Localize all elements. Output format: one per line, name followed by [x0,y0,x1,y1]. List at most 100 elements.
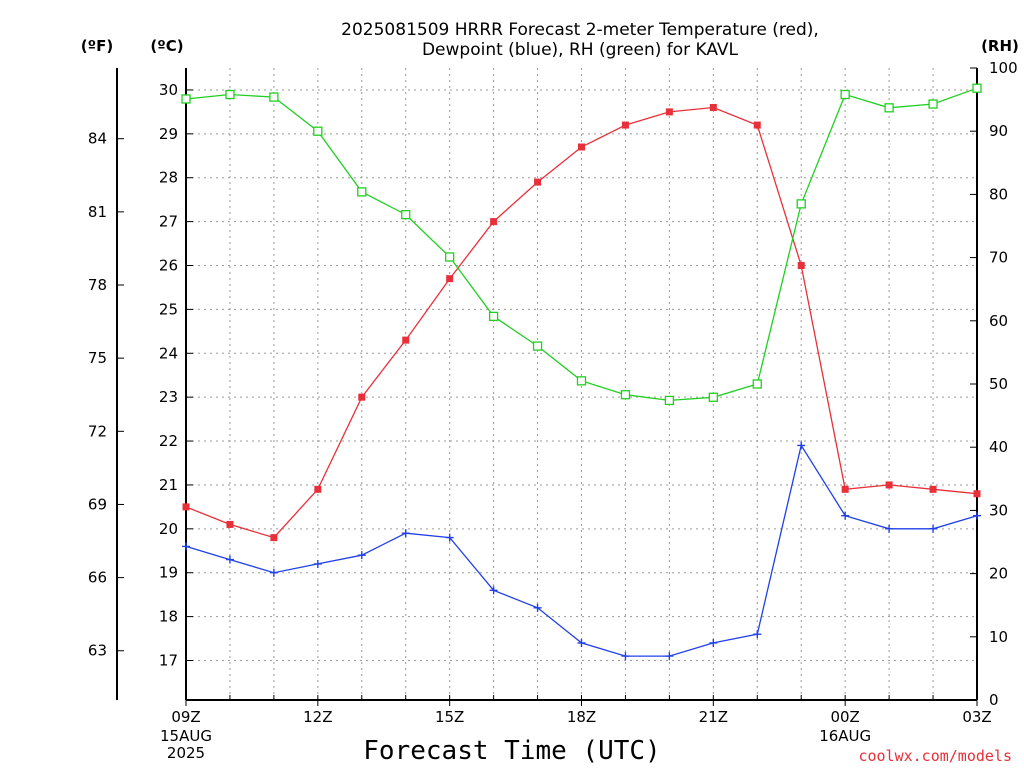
rh-point [181,94,191,104]
rh-tick-label: 100 [989,59,1018,77]
temperature-point [621,121,629,129]
dewpoint-point [753,630,762,639]
celsius-tick-label: 22 [159,432,178,450]
temperature-point [270,534,278,542]
rh-point [620,390,631,400]
rh-point [576,376,587,386]
rh-tick-label: 40 [989,438,1008,456]
celsius-tick-label: 29 [159,125,178,143]
temperature-point [402,336,410,344]
dewpoint-point [445,533,454,542]
rh-point [401,209,411,220]
fahrenheit-tick-label: 81 [88,203,107,221]
temperature-point [841,485,849,493]
rh-point [840,89,850,100]
x-tick-label: 00Z [830,708,859,726]
temperature-point [446,275,454,283]
dewpoint-point [357,551,366,560]
temperature-point [665,108,673,116]
dewpoint-point [709,638,718,647]
fahrenheit-tick-label: 63 [88,642,107,660]
rh-tick-label: 30 [989,501,1008,519]
rh-point [488,311,499,322]
rh-point [269,92,279,102]
rh-point [357,187,367,197]
temperature-point [578,143,585,151]
x-axis-label: Forecast Time (UTC) [363,736,660,766]
dewpoint-point [973,511,981,520]
celsius-tick-label: 28 [159,169,178,187]
temperature-point [797,262,805,269]
temperature-point [490,218,498,226]
rh-tick-label: 20 [989,565,1008,583]
celsius-tick-label: 23 [159,388,178,406]
temperature-point [226,520,234,528]
dewpoint-point [929,524,938,533]
rh-unit-label: (RH) [981,37,1019,55]
rh-tick-label: 10 [989,628,1008,646]
temperature-point [709,104,717,111]
x-tick-label: 09Z [171,708,200,726]
x-tick-label: 03Z [962,708,991,726]
celsius-tick-label: 17 [159,652,178,670]
temperature-point [753,121,761,129]
dewpoint-point [182,542,190,551]
fahrenheit-unit-label: (ºF) [81,37,113,55]
temperature-point [973,490,981,498]
temperature-point [314,485,322,493]
dewpoint-point [489,586,498,595]
dewpoint-point [577,638,586,647]
temperature-series-line [185,106,978,539]
series [181,83,982,661]
temperature-point [929,485,937,493]
dewpoint-point [401,529,410,538]
rh-point [928,99,938,109]
x-tick-label: 21Z [699,708,728,726]
rh-point [313,126,323,136]
rh-point [752,379,762,389]
credit-text: coolwx.com/models [858,747,1012,765]
celsius-tick-label: 27 [159,213,178,231]
chart-title-line-1: 2025081509 HRRR Forecast 2-meter Tempera… [341,20,819,40]
fahrenheit-tick-label: 72 [88,422,107,440]
celsius-tick-label: 20 [159,520,178,538]
x-tick-label: 12Z [303,708,332,726]
fahrenheit-tick-label: 75 [88,349,107,367]
fahrenheit-tick-label: 84 [88,130,107,148]
dewpoint-point [313,559,322,568]
rh-point [225,89,235,100]
rh-tick-label: 0 [989,691,999,709]
dewpoint-point [533,603,542,612]
celsius-tick-label: 30 [159,81,178,99]
temperature-point [885,481,893,489]
celsius-tick-label: 21 [159,476,178,494]
axes: 17 18 19 20 21 22 23 24 25 26 27 28 29 30 63 66 69 72 75 78… [88,59,1018,762]
celsius-tick-label: 26 [159,257,178,275]
rh-point [972,83,982,93]
celsius-unit-label: (ºC) [150,37,183,55]
temperature-point [182,503,190,511]
rh-point [664,395,675,406]
fahrenheit-tick-label: 69 [88,495,107,513]
fahrenheit-tick-label: 78 [88,276,107,294]
dewpoint-point [621,652,630,661]
dewpoint-point [797,441,806,450]
dewpoint-point [841,511,850,520]
x-date-label: 16AUG [819,727,871,745]
x-tick-label: 15Z [435,708,464,726]
temperature-point [534,178,542,186]
rh-point [445,252,455,262]
rh-point [884,103,894,113]
x-date-label: 15AUG [160,727,212,745]
rh-point [532,341,543,351]
dewpoint-point [665,652,674,661]
rh-tick-label: 80 [989,185,1008,203]
x-tick-label: 18Z [567,708,596,726]
x-date-label: 2025 [167,744,205,762]
rh-point [708,392,718,402]
fahrenheit-tick-label: 66 [88,569,107,587]
celsius-tick-label: 25 [159,300,178,318]
chart-title-line-2: Dewpoint (blue), RH (green) for KAVL [422,40,739,60]
temperature-point [358,393,366,401]
